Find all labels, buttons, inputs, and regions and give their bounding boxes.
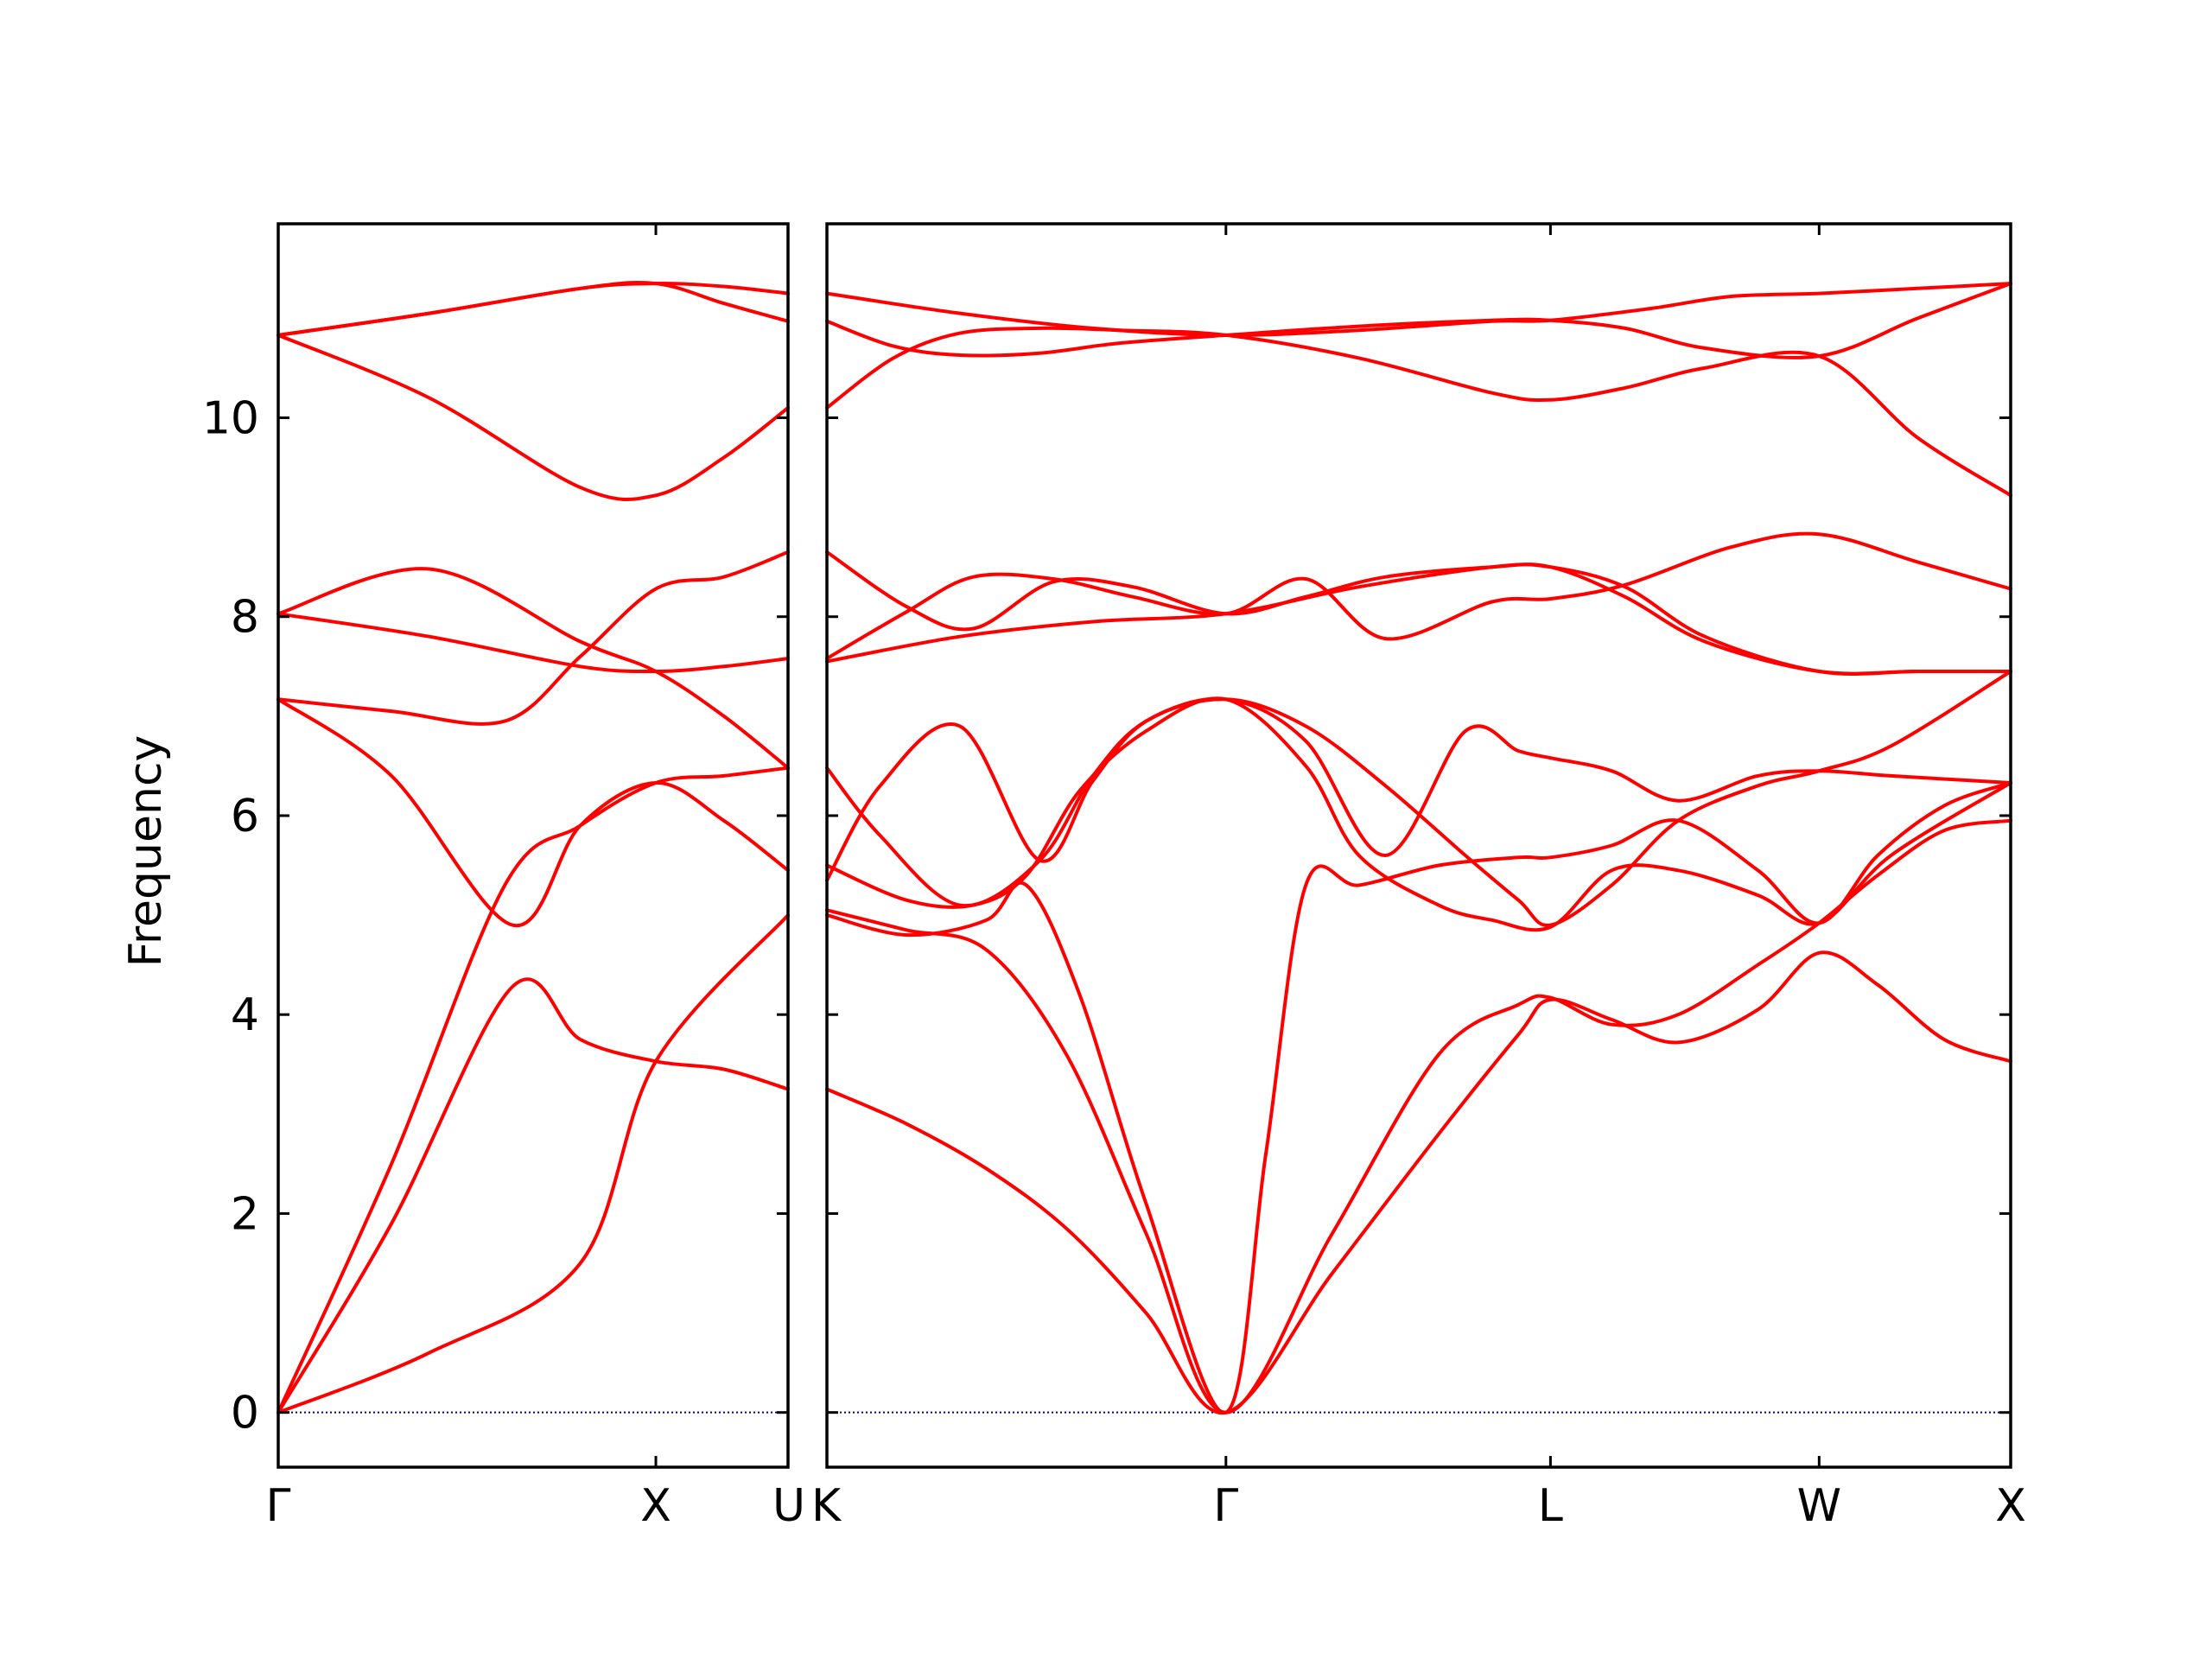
x-tick-label: Γ [1213,1480,1238,1532]
y-tick-label: 4 [231,989,259,1041]
y-tick-label: 2 [231,1188,259,1240]
band-line [825,781,2012,1414]
plot-frame [276,222,790,1469]
band-line [276,697,790,928]
chart-panel-gamma-x-u: 0 2 4 6 8 10 Γ X U [202,222,805,1532]
y-tick-label: 6 [231,791,259,842]
x-tick-label: X [1995,1480,2026,1532]
x-tick-label: Γ [266,1480,291,1532]
y-tick-label: 0 [231,1388,259,1440]
band-line [825,282,2012,359]
band-line [276,550,790,726]
y-tick-label: 10 [202,392,259,444]
band-line [276,333,790,501]
band-line [825,696,2012,932]
band-line [825,818,2012,1414]
x-tick-label: W [1797,1480,1841,1532]
band-line [825,696,2012,908]
band-line [276,612,790,674]
band-line [276,282,790,337]
band-line [276,913,790,1414]
y-tick-label: 8 [231,592,259,644]
plot-frame [825,222,2012,1469]
band-line [825,950,2012,1414]
band-line [825,670,2012,927]
x-tick-label: L [1538,1480,1563,1532]
y-axis-label: Frequency [120,735,172,968]
band-line [825,282,2012,337]
band-line [825,531,2012,661]
band-line [276,280,790,337]
x-tick-label: U [772,1480,805,1532]
band-line [276,766,790,1414]
band-line [825,550,2012,676]
band-line [276,567,790,770]
x-tick-label: X [640,1480,671,1532]
x-tick-label: K [811,1480,842,1532]
band-line [276,977,790,1414]
band-line [825,563,2012,677]
